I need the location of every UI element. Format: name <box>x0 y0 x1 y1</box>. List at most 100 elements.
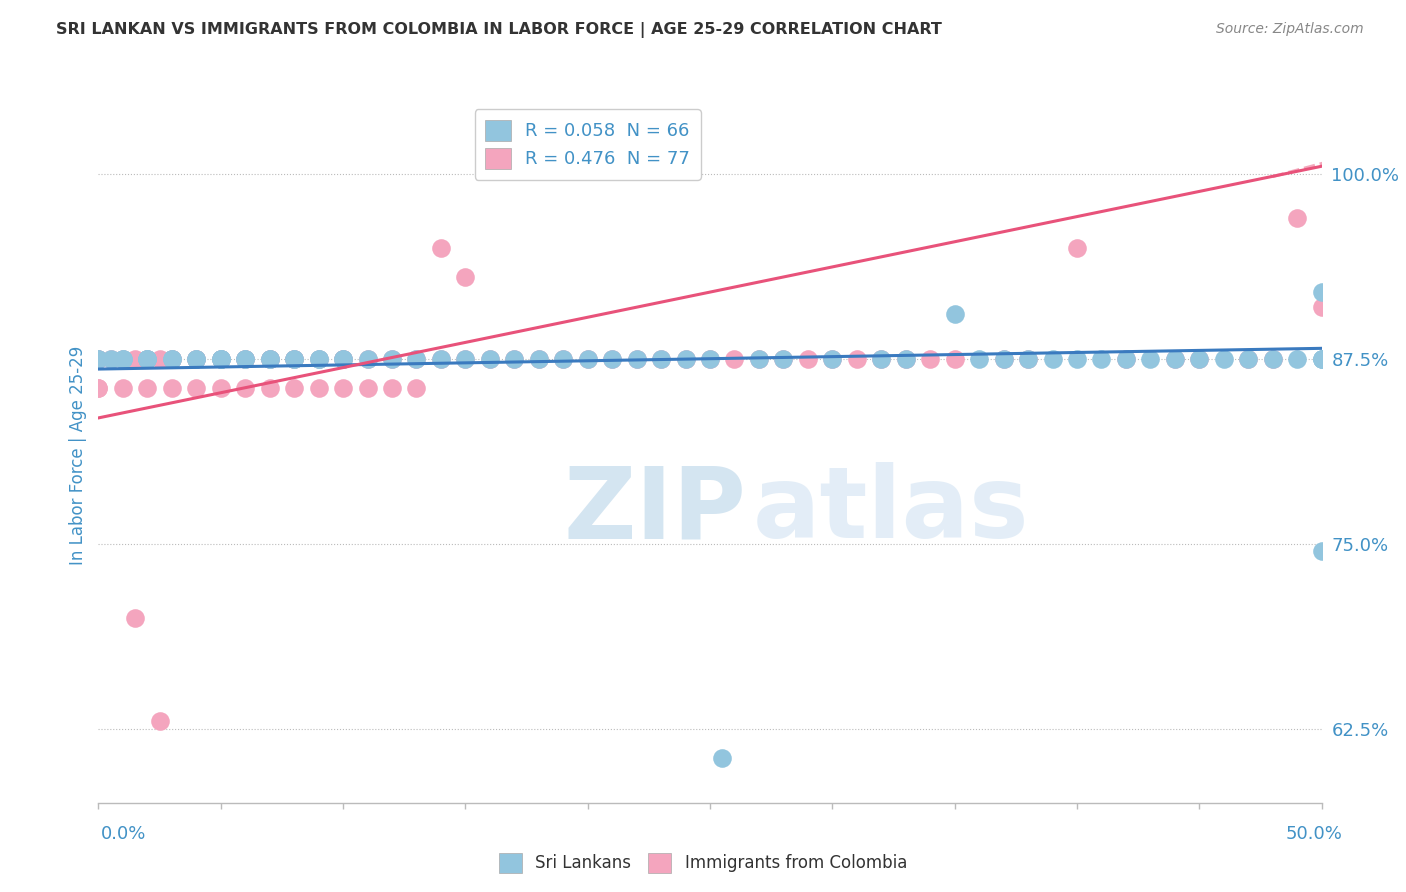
Point <box>259 351 281 366</box>
Point <box>149 714 172 729</box>
Point <box>527 351 550 366</box>
Point <box>675 351 697 366</box>
Point <box>1090 351 1112 366</box>
Point <box>993 351 1015 366</box>
Point <box>430 241 453 255</box>
Point <box>1310 300 1333 314</box>
Point <box>356 351 378 366</box>
Point <box>454 351 477 366</box>
Point <box>650 351 672 366</box>
Point <box>870 351 893 366</box>
Point <box>283 351 305 366</box>
Point <box>160 351 183 366</box>
Point <box>430 351 453 366</box>
Point <box>870 351 893 366</box>
Legend: Sri Lankans, Immigrants from Colombia: Sri Lankans, Immigrants from Colombia <box>492 847 914 880</box>
Point <box>1017 351 1039 366</box>
Point <box>454 270 477 285</box>
Point <box>1115 351 1137 366</box>
Point <box>259 381 281 395</box>
Point <box>136 351 159 366</box>
Point <box>283 351 305 366</box>
Point <box>209 351 232 366</box>
Point <box>87 351 110 366</box>
Text: 50.0%: 50.0% <box>1286 825 1343 843</box>
Point <box>527 351 550 366</box>
Point <box>553 351 575 366</box>
Point <box>1237 351 1260 366</box>
Point <box>332 351 354 366</box>
Point <box>308 351 330 366</box>
Point <box>626 351 648 366</box>
Point <box>209 351 232 366</box>
Point <box>553 351 575 366</box>
Point <box>356 351 378 366</box>
Point <box>1237 351 1260 366</box>
Point <box>136 381 159 395</box>
Point <box>111 351 134 366</box>
Point <box>186 381 208 395</box>
Point <box>100 351 122 366</box>
Point <box>332 381 354 395</box>
Point <box>111 381 134 395</box>
Point <box>405 351 427 366</box>
Point <box>356 381 378 395</box>
Point <box>1017 351 1039 366</box>
Point <box>993 351 1015 366</box>
Point <box>699 351 721 366</box>
Point <box>186 351 208 366</box>
Point <box>124 351 146 366</box>
Point <box>136 351 159 366</box>
Point <box>454 351 477 366</box>
Point <box>699 351 721 366</box>
Point <box>283 351 305 366</box>
Point <box>87 351 110 366</box>
Point <box>1212 351 1234 366</box>
Point <box>87 351 110 366</box>
Point <box>160 351 183 366</box>
Point <box>308 381 330 395</box>
Point <box>650 351 672 366</box>
Point <box>87 381 110 395</box>
Legend: R = 0.058  N = 66, R = 0.476  N = 77: R = 0.058 N = 66, R = 0.476 N = 77 <box>475 109 700 179</box>
Point <box>160 381 183 395</box>
Point <box>967 351 990 366</box>
Point <box>381 351 404 366</box>
Point <box>943 307 966 321</box>
Point <box>308 351 330 366</box>
Point <box>233 351 256 366</box>
Point <box>186 351 208 366</box>
Point <box>259 351 281 366</box>
Point <box>503 351 526 366</box>
Point <box>772 351 794 366</box>
Point <box>748 351 770 366</box>
Point <box>1042 351 1064 366</box>
Point <box>332 351 354 366</box>
Point <box>233 351 256 366</box>
Point <box>821 351 844 366</box>
Point <box>87 381 110 395</box>
Text: SRI LANKAN VS IMMIGRANTS FROM COLOMBIA IN LABOR FORCE | AGE 25-29 CORRELATION CH: SRI LANKAN VS IMMIGRANTS FROM COLOMBIA I… <box>56 22 942 38</box>
Point <box>600 351 623 366</box>
Point <box>723 351 745 366</box>
Point <box>821 351 844 366</box>
Text: atlas: atlas <box>752 462 1029 559</box>
Point <box>87 351 110 366</box>
Point <box>136 351 159 366</box>
Point <box>405 381 427 395</box>
Point <box>233 351 256 366</box>
Point <box>209 351 232 366</box>
Point <box>845 351 868 366</box>
Point <box>503 351 526 366</box>
Point <box>186 351 208 366</box>
Point <box>711 751 734 765</box>
Point <box>111 351 134 366</box>
Point <box>149 351 172 366</box>
Point <box>100 351 122 366</box>
Point <box>111 351 134 366</box>
Point <box>894 351 917 366</box>
Point <box>478 351 501 366</box>
Point <box>1310 285 1333 299</box>
Point <box>576 351 599 366</box>
Point <box>233 351 256 366</box>
